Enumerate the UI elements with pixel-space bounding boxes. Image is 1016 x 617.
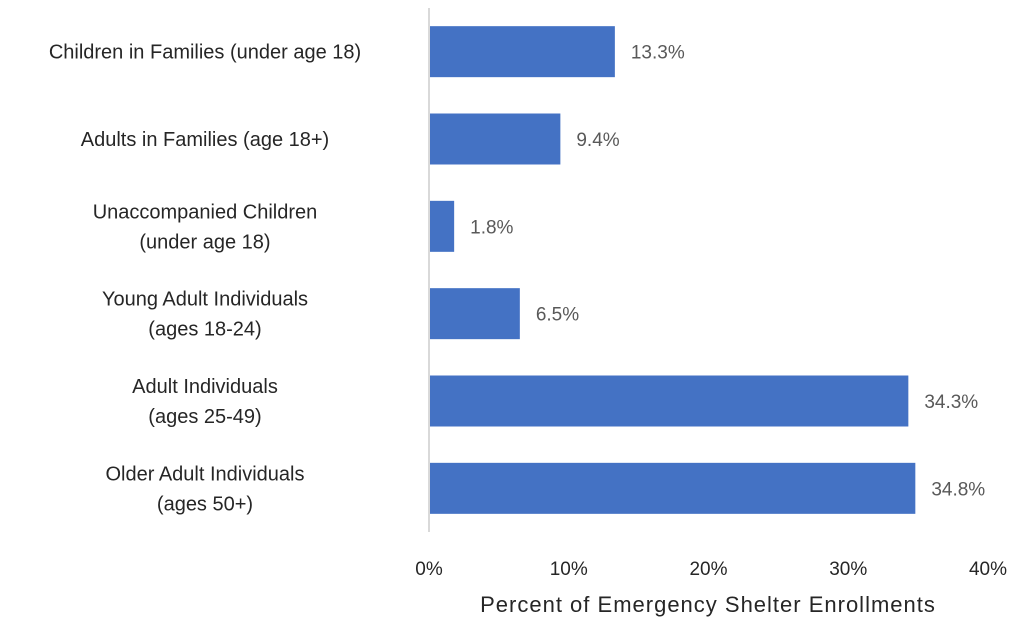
x-tick-label: 10% bbox=[550, 559, 588, 580]
category-label-line: (under age 18) bbox=[139, 231, 270, 253]
category-label: Older Adult Individuals (ages 50+) bbox=[105, 463, 304, 515]
data-labels: 13.3% 9.4% 1.8% 6.5% 34.3% 34.8% bbox=[470, 43, 985, 501]
category-labels: Children in Families (under age 18) Adult… bbox=[49, 42, 361, 516]
category-label-line: Adult Individuals bbox=[132, 376, 278, 398]
data-label: 9.4% bbox=[576, 130, 619, 151]
x-tick-label: 20% bbox=[689, 559, 727, 580]
category-label: Children in Families (under age 18) bbox=[49, 42, 361, 64]
bar bbox=[430, 376, 908, 427]
category-label-line: (ages 18-24) bbox=[148, 319, 261, 341]
x-tick-label: 0% bbox=[415, 559, 443, 580]
bars bbox=[430, 26, 915, 514]
x-tick-labels: 0% 10% 20% 30% 40% bbox=[415, 559, 1007, 580]
category-label: Adult Individuals (ages 25-49) bbox=[132, 376, 278, 428]
category-label: Adults in Families (age 18+) bbox=[81, 129, 329, 151]
category-label: Young Adult Individuals (ages 18-24) bbox=[102, 289, 308, 341]
category-label-line: Adults in Families (age 18+) bbox=[81, 129, 329, 151]
x-tick-label: 30% bbox=[829, 559, 867, 580]
category-label-line: Children in Families (under age 18) bbox=[49, 42, 361, 64]
bar bbox=[430, 463, 915, 514]
x-tick-label: 40% bbox=[969, 559, 1007, 580]
data-label: 34.8% bbox=[931, 479, 985, 500]
bar bbox=[430, 288, 520, 339]
category-label-line: (ages 50+) bbox=[157, 493, 253, 515]
category-label: Unaccompanied Children (under age 18) bbox=[93, 201, 318, 253]
category-label-line: Older Adult Individuals bbox=[105, 463, 304, 485]
category-label-line: Young Adult Individuals bbox=[102, 289, 308, 311]
data-label: 13.3% bbox=[631, 43, 685, 64]
category-label-line: (ages 25-49) bbox=[148, 406, 261, 428]
category-label-line: Unaccompanied Children bbox=[93, 201, 318, 223]
bar bbox=[430, 26, 615, 77]
data-label: 34.3% bbox=[924, 392, 978, 413]
x-axis-title: Percent of Emergency Shelter Enrollments bbox=[480, 592, 936, 617]
bar bbox=[430, 201, 454, 252]
bar bbox=[430, 114, 560, 165]
data-label: 6.5% bbox=[536, 305, 579, 326]
data-label: 1.8% bbox=[470, 217, 513, 238]
